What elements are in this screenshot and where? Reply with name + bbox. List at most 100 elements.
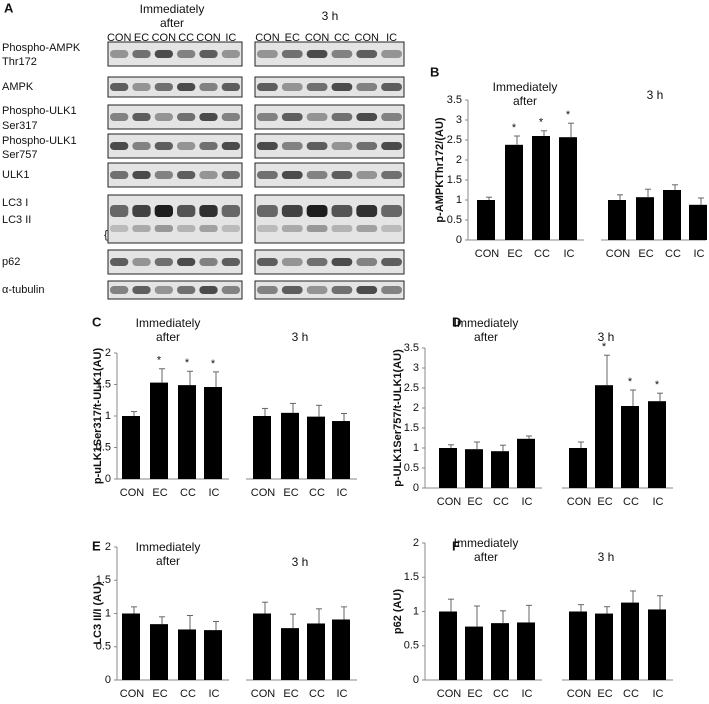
- blot-band: [331, 171, 353, 179]
- blot-band: [177, 225, 196, 232]
- blot-band: [381, 171, 402, 179]
- blot-band: [356, 258, 378, 266]
- bar: [307, 416, 325, 479]
- blot-band: [199, 50, 218, 58]
- bar: [122, 613, 140, 680]
- blot-band: [356, 50, 378, 58]
- lane-label: EC: [285, 32, 300, 44]
- blot-band: [132, 142, 151, 150]
- blot-band: [110, 171, 129, 179]
- x-tick-label: EC: [597, 496, 612, 508]
- blot-band: [177, 286, 196, 294]
- blot-band: [381, 83, 402, 91]
- blot-band: [199, 171, 218, 179]
- x-tick-label: CON: [475, 248, 500, 260]
- blot-band: [221, 225, 240, 232]
- bar: [636, 197, 654, 240]
- y-tick-label: 2.5: [447, 134, 462, 146]
- blot-band: [221, 83, 240, 91]
- blot-band: [177, 83, 196, 91]
- blot-band: [199, 142, 218, 150]
- panel-label: D: [452, 314, 461, 329]
- x-tick-label: CON: [606, 248, 631, 260]
- bar: [281, 628, 299, 680]
- bar: [253, 613, 271, 680]
- blot-band: [154, 113, 173, 121]
- lane-label: CON: [196, 32, 221, 44]
- group-title: 3 h: [291, 555, 309, 569]
- y-tick-label: 0: [105, 473, 111, 485]
- bar: [569, 448, 587, 488]
- group-title: Immediately after: [453, 536, 519, 564]
- bar: [439, 448, 457, 488]
- blot-band: [154, 171, 173, 179]
- group-title: 3 h: [321, 9, 339, 23]
- bar: [648, 609, 666, 680]
- blot-band: [356, 142, 378, 150]
- blot-band: [306, 205, 328, 217]
- y-tick-label: 1.5: [96, 574, 111, 586]
- bar: [178, 629, 196, 680]
- blot-band: [177, 205, 196, 217]
- row-label: LC3 I: [2, 197, 28, 209]
- x-tick-label: EC: [467, 496, 482, 508]
- x-tick-label: CC: [623, 688, 639, 700]
- row-label: Ser757: [2, 149, 37, 161]
- y-axis-label: p62 (AU): [392, 589, 404, 635]
- blot-band: [199, 83, 218, 91]
- blot-band: [331, 113, 353, 121]
- blot-band: [306, 142, 328, 150]
- bar: [332, 421, 350, 479]
- y-tick-label: 2: [105, 347, 111, 359]
- blot-band: [221, 142, 240, 150]
- blot-band: [306, 286, 328, 294]
- blot-band: [281, 83, 303, 91]
- bar: [253, 416, 271, 479]
- bar: [648, 401, 666, 488]
- blot-frame: [254, 249, 405, 275]
- blot-frame: [254, 76, 405, 98]
- blot-band: [257, 286, 278, 294]
- blot-band: [356, 205, 378, 217]
- panel-label: C: [92, 314, 102, 329]
- y-tick-label: 0.5: [96, 641, 111, 653]
- blot-band: [199, 258, 218, 266]
- blot-band: [381, 258, 402, 266]
- y-tick-label: 2: [413, 402, 419, 414]
- row-label: Thr172: [2, 56, 37, 68]
- blot-band: [132, 225, 151, 232]
- blot-band: [381, 205, 402, 217]
- blot-band: [132, 258, 151, 266]
- x-tick-label: CC: [180, 487, 196, 499]
- bar: [332, 619, 350, 680]
- x-tick-label: IC: [209, 487, 220, 499]
- blot-band: [132, 171, 151, 179]
- significance-marker: *: [566, 109, 571, 121]
- blot-band: [331, 205, 353, 217]
- group-title: 3 h: [597, 550, 615, 564]
- blot-band: [331, 142, 353, 150]
- blot-band: [154, 225, 173, 232]
- blot-band: [177, 142, 196, 150]
- y-tick-label: 1.5: [447, 174, 462, 186]
- significance-marker: *: [655, 379, 660, 391]
- bar: [465, 449, 483, 488]
- bar: [491, 451, 509, 488]
- blot-frame: [107, 162, 243, 188]
- significance-marker: *: [157, 355, 162, 367]
- blot-band: [132, 83, 151, 91]
- blot-frame: [107, 104, 243, 130]
- blot-frame: [107, 194, 243, 244]
- blot-band: [199, 113, 218, 121]
- x-tick-label: CON: [437, 688, 462, 700]
- group-title: Immediately after: [139, 2, 205, 30]
- blot-band: [154, 205, 173, 217]
- x-tick-label: CON: [437, 496, 462, 508]
- y-tick-label: 3.5: [404, 342, 419, 354]
- y-tick-label: 2: [105, 541, 111, 553]
- blot-band: [381, 50, 402, 58]
- y-tick-label: 2: [413, 537, 419, 549]
- blot-frame: [254, 41, 405, 67]
- lane-label: CON: [107, 32, 132, 44]
